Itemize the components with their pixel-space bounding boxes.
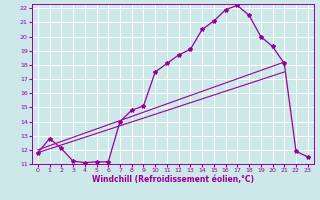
- X-axis label: Windchill (Refroidissement éolien,°C): Windchill (Refroidissement éolien,°C): [92, 175, 254, 184]
